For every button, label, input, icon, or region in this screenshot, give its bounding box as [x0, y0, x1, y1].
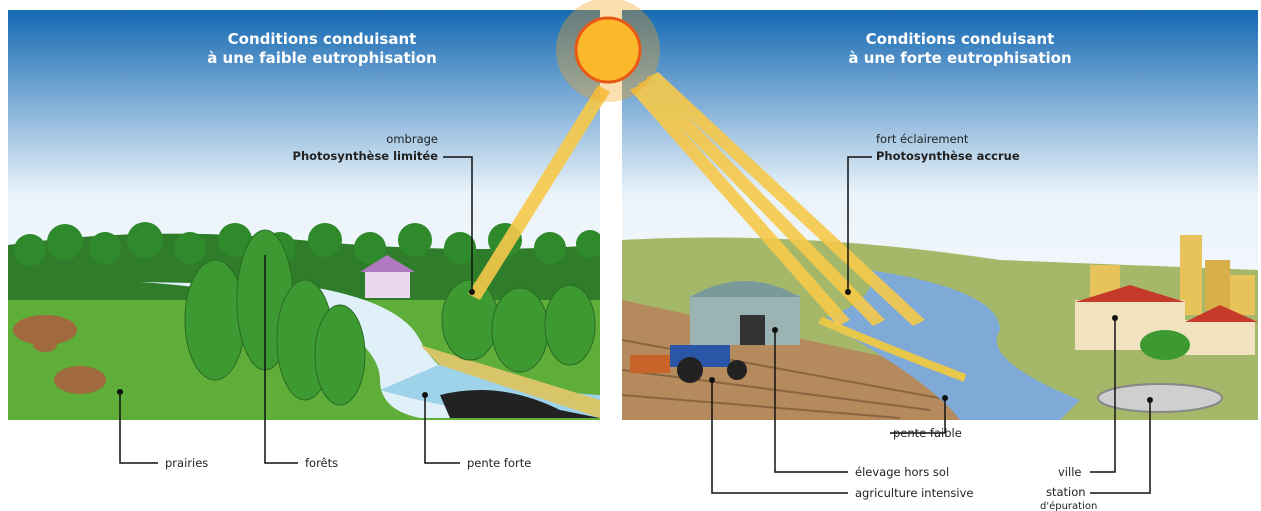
diagram: Conditions conduisant à une faible eutrop…	[0, 0, 1261, 511]
left-panel	[8, 10, 604, 420]
right-title: Conditions conduisant	[866, 30, 1055, 48]
title-emphasis: forte eutrophisation	[900, 49, 1071, 67]
right-panel	[622, 10, 1258, 420]
sun	[556, 0, 660, 102]
label: d'épuration	[1040, 500, 1097, 511]
label: forêts	[305, 456, 338, 470]
barn	[690, 281, 800, 345]
title-prefix: à une	[848, 49, 895, 67]
callout-effect: Photosynthèse accrue	[876, 149, 1020, 163]
callout-effect: Photosynthèse limitée	[293, 149, 439, 163]
label: station	[1046, 485, 1086, 499]
label: agriculture intensive	[855, 486, 974, 500]
label: pente faible	[893, 426, 962, 440]
title-emphasis: faible eutrophisation	[259, 49, 437, 67]
title-prefix: à une	[207, 49, 254, 67]
label: pente forte	[467, 456, 531, 470]
label: ville	[1058, 465, 1081, 479]
left-subtitle: à une faible eutrophisation	[207, 49, 437, 67]
callout-note: ombrage	[386, 132, 438, 146]
callout-note: fort éclairement	[876, 132, 969, 146]
label: élevage hors sol	[855, 465, 949, 479]
right-subtitle: à une forte eutrophisation	[848, 49, 1071, 67]
left-title: Conditions conduisant	[228, 30, 417, 48]
label: prairies	[165, 456, 208, 470]
